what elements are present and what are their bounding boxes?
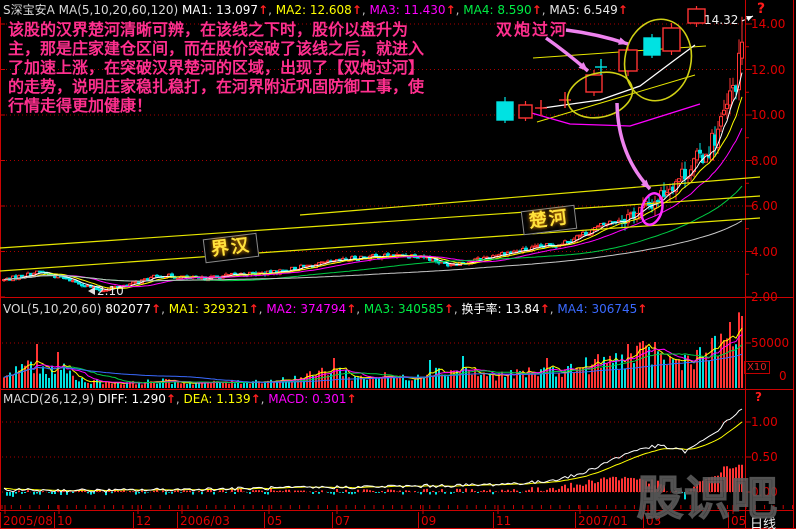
up-arrow-icon: ↑ bbox=[351, 3, 362, 17]
volume-indicator-header: VOL(5,10,20,60) 802077↑, MA1: 329321↑, M… bbox=[3, 300, 647, 317]
up-arrow-icon: ↑ bbox=[258, 3, 269, 17]
separator: , bbox=[356, 302, 364, 316]
date-label: 2007/01 bbox=[578, 514, 628, 528]
separator: , bbox=[260, 392, 269, 406]
up-arrow-icon: ↑ bbox=[248, 302, 259, 316]
annotation-arrows bbox=[88, 15, 754, 295]
date-label: 05 bbox=[731, 514, 747, 528]
main-indicator-header: S深宝安A MA(5,10,20,60,120) MA1: 13.097↑, M… bbox=[3, 1, 628, 18]
date-label: 10 bbox=[57, 514, 73, 528]
macd-axis-label: 0.50 bbox=[751, 450, 778, 464]
low-price-label: 2.10 bbox=[97, 284, 124, 298]
pattern-label: 双炮过河 bbox=[496, 20, 569, 39]
date-label: 05 bbox=[267, 514, 283, 528]
indicator-value: MA4: 8.590 bbox=[463, 3, 532, 17]
separator: , bbox=[549, 302, 558, 316]
vol-params: VOL(5,10,20,60) bbox=[3, 302, 102, 316]
indicator-value: MA1: 329321 bbox=[168, 302, 249, 316]
indicator-value: MA3: 340585 bbox=[363, 302, 444, 316]
breakout-ellipse bbox=[640, 192, 664, 226]
note-line: 的走势，说明庄家稳扎稳打，在河界附近巩固防御工事，使 bbox=[8, 77, 425, 96]
note-line: 该股的汉界楚河清晰可辨，在该线之下时，股价以盘升为 bbox=[8, 20, 409, 39]
help-icon-macd[interactable]: ? bbox=[755, 390, 762, 404]
up-arrow-icon: ↑ bbox=[539, 302, 550, 316]
volume-bars bbox=[3, 312, 743, 388]
macd-axis-label: 0.00 bbox=[751, 485, 778, 499]
separator: , bbox=[541, 3, 550, 17]
note-line: 主，那是庄家建仓区间，而在股价突破了该线之后，就进入 bbox=[8, 39, 425, 58]
separator: , bbox=[268, 3, 276, 17]
help-icon-main[interactable]: ? bbox=[757, 1, 766, 17]
low-marker bbox=[88, 287, 95, 295]
macd-pane bbox=[3, 408, 743, 500]
volume-axis-label: 0 bbox=[779, 369, 787, 383]
separator: , bbox=[175, 392, 184, 406]
indicator-value: MACD: 0.301 bbox=[268, 392, 347, 406]
indicator-value: MA3: 11.430 bbox=[369, 3, 446, 17]
date-label: 12 bbox=[136, 514, 152, 528]
volume-ma-lines bbox=[3, 327, 743, 385]
date-label: 2005/08 bbox=[3, 514, 53, 528]
indicator-value: 换手率: 13.84 bbox=[461, 302, 540, 316]
period-label[interactable]: 日线 bbox=[750, 517, 777, 529]
macd-axis-label: 1.00 bbox=[751, 415, 778, 429]
up-arrow-icon: ↑ bbox=[165, 392, 176, 406]
diff-line bbox=[3, 408, 743, 493]
high-price-label: 14.32 bbox=[704, 13, 739, 27]
date-label: 09 bbox=[421, 514, 437, 528]
price-axis-label: 12.00 bbox=[751, 62, 786, 77]
macd-indicator-header: MACD(26,12,9) DIFF: 1.290↑, DEA: 1.139↑,… bbox=[3, 392, 357, 406]
note-line: 了加速上涨，在突破汉界楚河的区域，出现了【双炮过河】 bbox=[8, 58, 425, 77]
indicator-value: MA4: 306745 bbox=[557, 302, 638, 316]
separator: , bbox=[161, 302, 169, 316]
note-line: 行情走得更加健康！ bbox=[8, 96, 153, 115]
separator: , bbox=[453, 302, 462, 316]
up-arrow-icon: ↑ bbox=[445, 3, 456, 17]
separator: , bbox=[258, 302, 267, 316]
separator: , bbox=[455, 3, 464, 17]
indicator-value: MA2: 12.608 bbox=[275, 3, 352, 17]
pattern-ellipse bbox=[623, 18, 693, 102]
ma-params: MA(5,10,20,60,120) bbox=[58, 3, 179, 17]
price-axis-label: 8.00 bbox=[751, 153, 778, 168]
volume-axis-label: 50000 bbox=[751, 336, 790, 350]
indicator-value: 802077 bbox=[105, 302, 152, 316]
up-arrow-icon: ↑ bbox=[617, 3, 628, 17]
indicator-value: MA1: 13.097 bbox=[182, 3, 259, 17]
indicator-value: DEA: 1.139 bbox=[183, 392, 251, 406]
date-label: 11 bbox=[496, 514, 512, 528]
volume-scale-badge: X10 bbox=[744, 361, 770, 374]
up-arrow-icon: ↑ bbox=[531, 3, 542, 17]
channel-lines bbox=[0, 176, 761, 272]
price-axis-label: 10.00 bbox=[751, 108, 786, 122]
price-axis-label: 14.00 bbox=[751, 17, 786, 31]
up-arrow-icon: ↑ bbox=[443, 302, 454, 316]
price-ma-lines bbox=[3, 72, 743, 291]
up-arrow-icon: ↑ bbox=[250, 392, 261, 406]
indicator-value: MA2: 374794 bbox=[266, 302, 347, 316]
date-label: 2006/03 bbox=[180, 514, 230, 528]
up-arrow-icon: ↑ bbox=[637, 302, 648, 316]
inset-drawing bbox=[496, 6, 707, 127]
separator: , bbox=[361, 3, 370, 17]
analyst-note: 该股的汉界楚河清晰可辨，在该线之下时，股价以盘升为 主，那是庄家建仓区间，而在股价… bbox=[8, 20, 438, 115]
up-arrow-icon: ↑ bbox=[346, 302, 357, 316]
price-axis-label: 4.00 bbox=[751, 244, 778, 259]
up-arrow-icon: ↑ bbox=[151, 302, 162, 316]
date-label: 07 bbox=[335, 514, 351, 528]
up-arrow-icon: ↑ bbox=[346, 392, 357, 406]
watermark: 股识吧 bbox=[636, 470, 778, 526]
stock-symbol: S深宝安A bbox=[3, 3, 55, 17]
price-axis-label: 2.00 bbox=[751, 290, 778, 304]
macd-params: MACD(26,12,9) bbox=[3, 392, 95, 406]
date-label: 03 bbox=[646, 514, 662, 528]
indicator-value: DIFF: 1.290 bbox=[97, 392, 166, 406]
price-axis-label: 6.00 bbox=[751, 199, 778, 213]
indicator-value: MA5: 6.549 bbox=[549, 3, 618, 17]
